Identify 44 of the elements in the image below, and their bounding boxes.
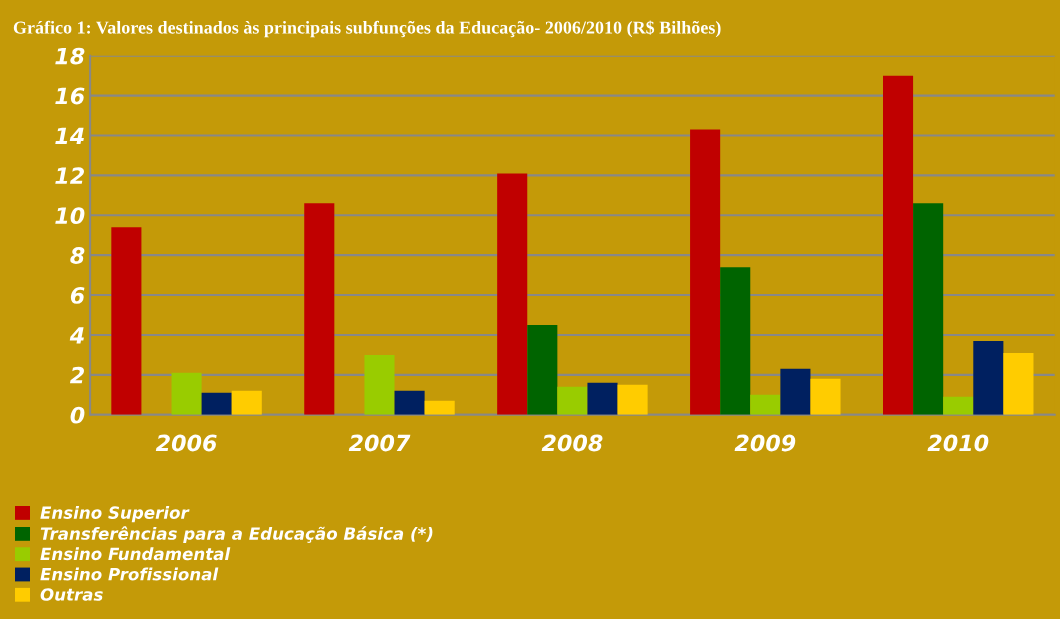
legend-label: Ensino Superior xyxy=(40,506,190,523)
bar xyxy=(720,267,751,415)
x-tick-label: 2006 xyxy=(155,434,217,452)
chart-title: Gráfico 1: Valores destinados às principais subfunções da Educação- 2006/2010 (R$ Bilhões) xyxy=(13,20,721,38)
bar xyxy=(364,354,395,415)
bar xyxy=(394,390,425,415)
bar xyxy=(1003,352,1034,415)
bar xyxy=(943,396,974,415)
bar xyxy=(304,203,335,415)
bar xyxy=(913,203,944,415)
bar xyxy=(750,394,781,415)
y-tick-label: 2 xyxy=(69,366,84,384)
bar xyxy=(171,372,202,415)
legend-label: Ensino Profissional xyxy=(40,567,219,581)
x-tick-label: 2009 xyxy=(734,434,796,452)
y-tick-label: 16 xyxy=(55,87,85,105)
y-tick-label: 0 xyxy=(70,406,85,424)
bar xyxy=(557,386,588,415)
bar xyxy=(497,173,528,415)
bar xyxy=(810,378,841,415)
bar xyxy=(973,340,1004,415)
bar xyxy=(780,368,811,415)
legend-label: Ensino Fundamental xyxy=(40,547,231,561)
x-tick-label: 2008 xyxy=(541,434,603,452)
y-tick-label: 18 xyxy=(55,47,85,65)
legend-label: Transferências para a Educação Básica (*) xyxy=(40,526,433,544)
bar xyxy=(587,382,618,415)
x-tick-label: 2007 xyxy=(348,434,411,452)
bar xyxy=(201,392,232,415)
legend-label: Outras xyxy=(40,588,103,601)
y-tick-label: 4 xyxy=(69,327,84,344)
y-tick-label: 6 xyxy=(70,287,85,304)
bar xyxy=(527,324,558,415)
bar xyxy=(617,384,648,415)
y-tick-label: 12 xyxy=(55,167,84,184)
bar xyxy=(690,129,721,415)
x-tick-label: 2010 xyxy=(927,434,989,452)
bar xyxy=(111,227,142,415)
y-tick-label: 14 xyxy=(55,127,84,144)
bar xyxy=(883,75,914,415)
bar xyxy=(231,390,262,415)
y-tick-label: 10 xyxy=(55,207,85,225)
y-tick-label: 8 xyxy=(70,247,85,264)
bar xyxy=(424,400,455,415)
